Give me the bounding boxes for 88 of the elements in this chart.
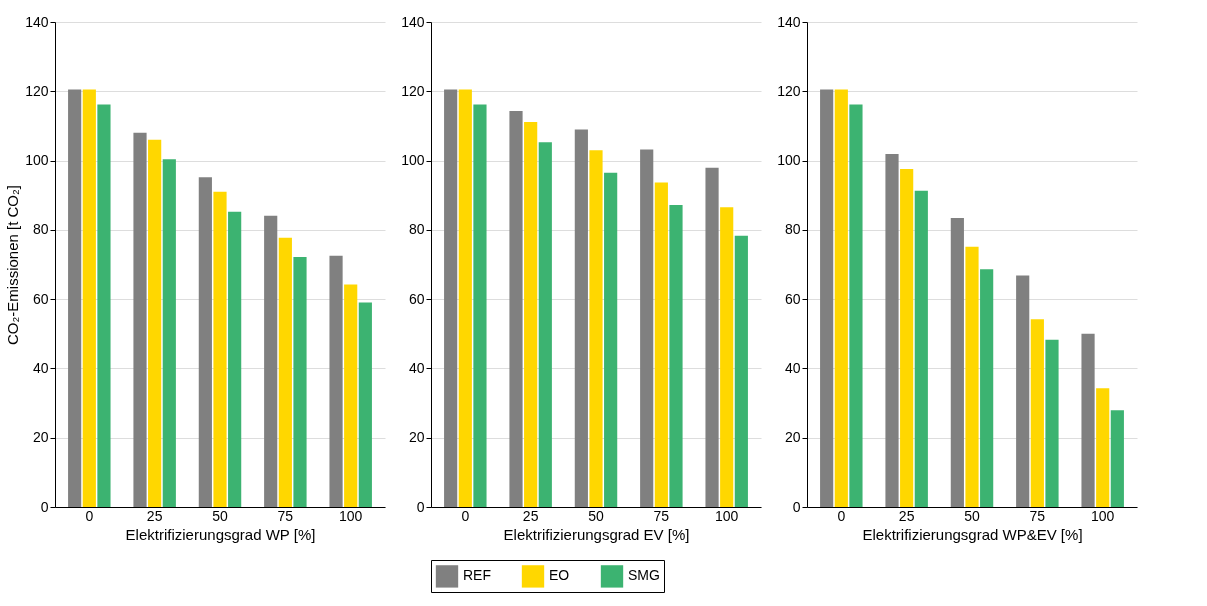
legend-label: SMG [628,567,660,584]
y-tick-label: 80 [408,221,425,238]
legend-label: EO [549,567,570,584]
bar [473,104,487,507]
y-tick-label: 60 [32,290,49,307]
bar [734,235,748,507]
bar [654,182,668,507]
x-tick-label: 75 [1029,507,1046,524]
bar [604,172,618,507]
bar [950,218,964,507]
bar [705,167,719,507]
bar [213,191,227,507]
bar [965,246,979,507]
bar [538,142,552,507]
x-tick-label: 75 [277,507,294,524]
bar [344,284,358,507]
bar [1096,388,1110,507]
y-tick-label: 60 [408,290,425,307]
bar [1045,339,1059,507]
x-tick-label: 50 [964,507,980,524]
bar [1110,410,1124,507]
bar [980,269,994,507]
y-tick-label: 140 [25,13,49,30]
bar [574,129,588,507]
x-tick-label: 50 [212,507,228,524]
x-tick-label: 0 [837,507,846,524]
y-axis-title: CO₂-Emissionen [t CO₂] [4,184,22,346]
bar [133,132,147,507]
x-tick-label: 100 [1091,507,1115,524]
y-tick-label: 100 [401,152,425,169]
y-tick-label: 100 [777,152,801,169]
y-tick-label: 120 [401,82,425,99]
bar [914,190,928,507]
bar [1030,319,1044,507]
y-tick-label: 40 [32,359,49,376]
bar [900,168,914,507]
x-axis-title: Elektrifizierungsgrad WP [%] [125,525,316,543]
bar [228,211,242,507]
bar [329,255,343,507]
bar [358,302,372,507]
y-tick-label: 140 [777,13,801,30]
bar [68,89,82,507]
y-tick-label: 100 [25,152,49,169]
bar [820,89,834,507]
x-axis-title: Elektrifizierungsgrad EV [%] [503,525,690,543]
x-tick-label: 0 [461,507,470,524]
bar [97,104,111,507]
x-tick-label: 0 [85,507,94,524]
bar [849,104,863,507]
y-tick-label: 40 [408,359,425,376]
y-tick-label: 20 [408,429,425,446]
bar [834,89,848,507]
y-tick-label: 140 [401,13,425,30]
bar [1081,333,1095,507]
y-tick-label: 60 [784,290,801,307]
x-axis-title: Elektrifizierungsgrad WP&EV [%] [862,525,1083,543]
y-tick-label: 80 [784,221,801,238]
y-tick-label: 120 [25,82,49,99]
y-tick-label: 40 [784,359,801,376]
bar [198,177,212,507]
bar [524,122,538,507]
bar [458,89,472,507]
bar [885,153,899,507]
y-tick-label: 20 [784,429,801,446]
x-tick-label: 75 [653,507,670,524]
bar [264,215,278,507]
bar [1016,275,1030,507]
x-tick-label: 25 [898,507,915,524]
x-tick-label: 25 [522,507,539,524]
bar [444,89,458,507]
y-tick-label: 20 [32,429,49,446]
x-tick-label: 25 [146,507,163,524]
bar [720,207,734,507]
x-tick-label: 100 [339,507,363,524]
y-tick-label: 120 [777,82,801,99]
bar [669,204,683,507]
bar [509,111,523,507]
bar [148,139,162,507]
x-tick-label: 50 [588,507,604,524]
bar [640,149,654,507]
x-tick-label: 100 [715,507,739,524]
bar [293,256,307,507]
bar [82,89,96,507]
legend-label: REF [463,567,491,584]
y-tick-label: 80 [32,221,49,238]
bar [278,237,292,507]
bar [162,159,176,507]
bar [589,150,603,507]
